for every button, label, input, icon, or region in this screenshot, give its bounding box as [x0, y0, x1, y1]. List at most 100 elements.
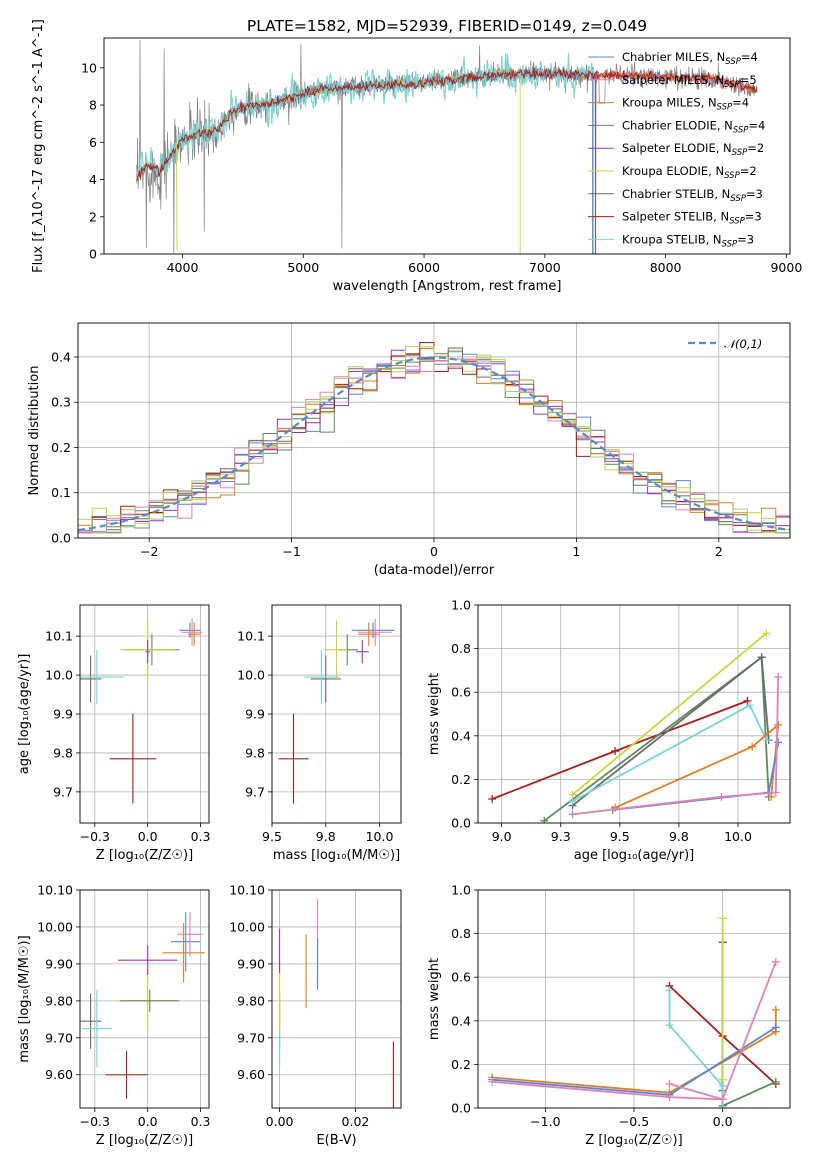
axes-frame [271, 889, 402, 1109]
x-tick-label: 10.0 [366, 829, 394, 844]
errorbar-point [109, 714, 157, 804]
plus-marker [611, 747, 620, 756]
y-tick-label: 0.0 [51, 531, 71, 546]
legend-label: Chabrier ELODIE, NSSP=4 [622, 118, 765, 135]
x-axis-label: E(B-V) [316, 1133, 356, 1148]
gridlines [272, 889, 401, 1108]
weight-series [568, 629, 771, 799]
y-tick-label: 0.8 [451, 926, 471, 941]
residual-histogram [78, 346, 790, 534]
model-spectrum-line [136, 67, 597, 254]
errorbar-point [325, 620, 348, 679]
axes-frame [77, 322, 791, 539]
errorbar-point [179, 622, 201, 639]
x-tick-label: −1.0 [530, 1114, 560, 1129]
y-tick-label: 0.2 [51, 440, 71, 455]
x-tick-label: 0.3 [191, 1114, 211, 1129]
axes-frame [79, 889, 210, 1109]
plus-marker [540, 816, 549, 823]
legend-label: Kroupa STELIB, NSSP=3 [622, 232, 754, 249]
errorbar-point [181, 618, 203, 646]
y-axis-label: Normed distribution [27, 366, 42, 496]
chart-mass_vs_Z: −0.3 0.0 0.3 9.60 9.70 9.80 9.90 10.00 10.10 Z [l… [17, 883, 210, 1149]
plus-marker [771, 1023, 780, 1032]
y-tick-label: 10.1 [45, 629, 73, 644]
errorbar-point [351, 622, 395, 639]
plus-marker [568, 810, 577, 819]
gridlines [478, 604, 790, 824]
errorbar-point [145, 640, 150, 664]
plus-marker [771, 788, 780, 797]
y-tick-label: 9.60 [237, 1067, 265, 1082]
axes-frame [477, 604, 791, 824]
plot-area [279, 899, 394, 1108]
x-tick-label: 9000 [770, 260, 802, 275]
plus-marker [665, 986, 674, 995]
errorbar-point [80, 649, 125, 705]
x-tick-label: 0.0 [138, 829, 158, 844]
errorbar-point [82, 989, 112, 1068]
y-axis-label: age [log₁₀(age/yr)] [17, 654, 32, 775]
y-tick-label: 9.8 [53, 745, 73, 760]
x-tick-label: 1 [572, 544, 580, 559]
weight-line [614, 722, 780, 809]
x-tick-label: −1 [282, 544, 300, 559]
y-tick-label: 9.8 [245, 745, 265, 760]
plus-marker [771, 1005, 780, 1014]
y-tick-label: 9.80 [237, 993, 265, 1008]
plus-marker [767, 792, 776, 801]
x-tick-label: 4000 [167, 260, 199, 275]
legend-label: Chabrier MILES, NSSP=4 [622, 50, 758, 67]
plus-marker [774, 720, 783, 729]
plus-marker [771, 957, 780, 966]
errorbar-point [304, 649, 339, 705]
y-tick-label: 4 [89, 172, 97, 187]
plus-marker [774, 738, 783, 747]
weight-line [571, 632, 767, 796]
x-tick-label: 0.00 [266, 1114, 294, 1129]
x-axis-label: Z [log₁₀(Z/Z☉)] [96, 848, 193, 863]
y-tick-label: 10.1 [237, 629, 265, 644]
weight-series [608, 738, 783, 814]
x-tick-label: 9.5 [610, 829, 630, 844]
plot-area [488, 914, 780, 1108]
plus-marker [488, 1077, 497, 1086]
residual-histogram [78, 358, 790, 534]
x-tick-label: 10.0 [724, 829, 752, 844]
y-tick-label: 1.0 [451, 598, 471, 613]
axes-frame [477, 889, 791, 1109]
x-tick-label: 5000 [287, 260, 319, 275]
errorbar-point [162, 923, 205, 983]
y-tick-label: 9.90 [237, 956, 265, 971]
x-axis-label: age [log₁₀(age/yr)] [574, 848, 695, 863]
legend-label: Chabrier STELIB, NSSP=3 [622, 187, 763, 204]
normal-reference-curve [78, 356, 790, 532]
spectrum-legend: Chabrier MILES, NSSP=4 Salpeter MILES, NS… [588, 50, 765, 249]
x-tick-label: 6000 [408, 260, 440, 275]
y-tick-label: 9.90 [45, 956, 73, 971]
errorbar-point [355, 640, 369, 664]
plus-marker [774, 672, 783, 681]
model-spectrum-line [136, 52, 595, 254]
errorbar-point [80, 993, 102, 1049]
chart-title: PLATE=1582, MJD=52939, FIBERID=0149, z=0… [247, 17, 647, 35]
gridlines [478, 889, 790, 1109]
y-tick-label: 9.70 [237, 1030, 265, 1045]
weight-series [488, 696, 752, 804]
x-tick-label: 9.5 [262, 829, 282, 844]
x-tick-label: 9.0 [492, 829, 512, 844]
plus-marker [771, 1077, 780, 1086]
x-tick-label: −0.3 [80, 829, 110, 844]
x-axis-label: Z [log₁₀(Z/Z☉)] [585, 1133, 682, 1148]
plus-marker [717, 792, 726, 801]
y-axis-label: Flux [f_λ10^-17 erg cm^-2 s^-1 A^-1] [31, 19, 46, 273]
y-tick-label: 10.00 [229, 919, 265, 934]
plot-area [278, 618, 395, 804]
x-axis-label: (data-model)/error [374, 563, 495, 578]
legend-label: Salpeter STELIB, NSSP=3 [622, 210, 762, 227]
plus-marker [568, 797, 577, 806]
x-tick-label: 7000 [529, 260, 561, 275]
model-spectrum-line [136, 66, 594, 254]
plus-marker [665, 1021, 674, 1030]
errorbar-point [118, 945, 178, 975]
